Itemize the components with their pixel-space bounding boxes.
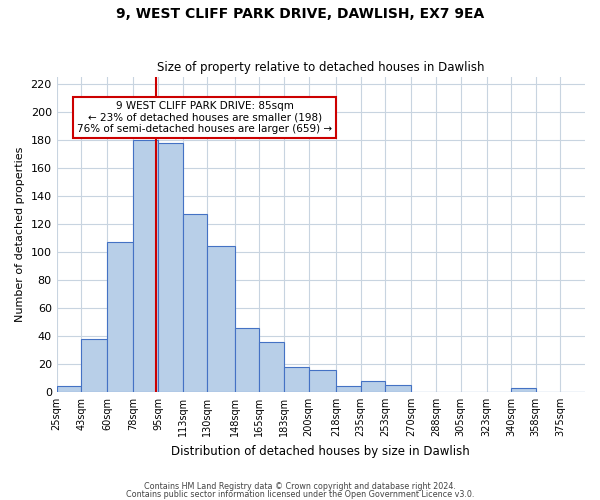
Text: Contains public sector information licensed under the Open Government Licence v3: Contains public sector information licen…: [126, 490, 474, 499]
Bar: [81, 339, 107, 392]
Y-axis label: Number of detached properties: Number of detached properties: [15, 147, 25, 322]
X-axis label: Distribution of detached houses by size in Dawlish: Distribution of detached houses by size …: [172, 444, 470, 458]
Bar: [107, 242, 133, 392]
Bar: [158, 143, 182, 392]
Bar: [235, 328, 259, 392]
Bar: [207, 246, 235, 392]
Text: Contains HM Land Registry data © Crown copyright and database right 2024.: Contains HM Land Registry data © Crown c…: [144, 482, 456, 491]
Bar: [133, 140, 158, 392]
Bar: [284, 366, 308, 392]
Bar: [336, 386, 361, 392]
Bar: [259, 342, 284, 392]
Text: 9, WEST CLIFF PARK DRIVE, DAWLISH, EX7 9EA: 9, WEST CLIFF PARK DRIVE, DAWLISH, EX7 9…: [116, 8, 484, 22]
Bar: [308, 370, 336, 392]
Bar: [385, 385, 412, 392]
Bar: [361, 380, 385, 392]
Bar: [511, 388, 536, 392]
Bar: [56, 386, 81, 392]
Title: Size of property relative to detached houses in Dawlish: Size of property relative to detached ho…: [157, 62, 485, 74]
Bar: [182, 214, 207, 392]
Text: 9 WEST CLIFF PARK DRIVE: 85sqm
← 23% of detached houses are smaller (198)
76% of: 9 WEST CLIFF PARK DRIVE: 85sqm ← 23% of …: [77, 100, 332, 134]
